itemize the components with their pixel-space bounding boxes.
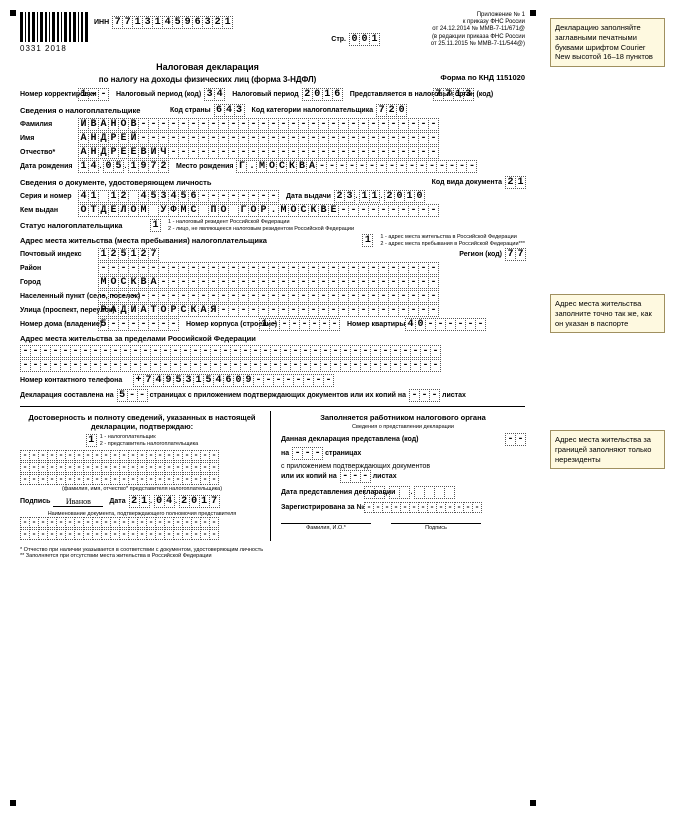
rep-doc-1: ---------------------- [20,517,218,528]
confirm-block: Достоверность и полноту сведений, указан… [20,411,271,541]
surname-label: Фамилия [20,121,75,128]
insp-presented: -- [505,433,525,446]
postcode-cells: 125127 [98,248,158,261]
bp-label: Место рождения [176,163,233,170]
insp-copies: --- [340,470,370,483]
tp-label: Налоговый период [232,91,299,98]
series-label: Серия и номер [20,193,75,200]
inn-label: ИНН [94,19,109,26]
footnotes: * Отчество при наличии указывается в соо… [20,547,525,559]
inn-cells: 771314596321 [112,16,232,29]
note-2: Адрес места жительства заполните точно т… [550,294,665,333]
foreign-addr-cells-2: ----------------------------------------… [20,359,440,372]
inspector-block: Заполняется работником налогового органа… [281,411,525,541]
insp-pages: --- [292,447,322,460]
house-cells: 5------- [98,318,178,331]
signature: Иванов [53,497,103,507]
flat-label: Номер квартиры [347,321,402,328]
foreign-addr-hdr: Адрес места жительства за пределами Росс… [20,334,525,343]
phone-cells: +74953154609-------- [133,374,333,387]
status-cells: 1 [150,219,160,232]
dob-cells: 14.05.1972 [78,160,168,173]
issuer-cells: ОТДЕЛОМУФМСПОГОР.МОСКВЕ---------- [78,204,438,217]
bp-cells: Г.МОСКВА---------------- [236,160,476,173]
page-label: Стр. [331,36,346,43]
category-cells: 720 [376,104,406,117]
taxpayer-hdr: Сведения о налогоплательщике [20,106,170,115]
form-code: Форма по КНД 1151020 [395,73,525,82]
insp-reg: ------------- [364,502,481,513]
page-cells: 001 [349,33,379,46]
rep-fio-3: ---------------------- [20,474,218,485]
rep-fio-2: ---------------------- [20,462,218,473]
korpus-cells: 1------- [259,318,339,331]
doc-hdr: Сведения о документе, удостоверяющем лич… [20,178,432,187]
barcode-text: 0331 2018 [20,44,88,53]
declon-label: Декларация составлена на [20,392,114,399]
country-cells: 643 [214,104,244,117]
subtitle: по налогу на доходы физических лиц (форм… [20,75,395,84]
addrtype-cells: 1 [362,234,372,247]
patr-cells: АНДРЕЕВИЧ--------------------------- [78,146,438,159]
dob-label: Дата рождения [20,163,75,170]
corr-label: Номер корректировки [20,91,75,98]
tpc-cells: 34 [204,88,224,101]
foreign-addr-cells-1: ----------------------------------------… [20,345,440,358]
note-1: Декларацию заполняйте заглавными печатны… [550,18,665,67]
series-cells: 4112453456-------- [78,190,278,203]
doctype-cells: 21 [505,176,525,189]
declon-cells2: --- [409,389,439,402]
tpc-label: Налоговый период (код) [116,91,201,98]
district-label: Район [20,265,95,272]
locality-cells: ---------------------------------- [98,290,438,303]
insp-date: .. [364,486,454,499]
city-label: Город [20,279,95,286]
declon-cells: 5-- [117,389,147,402]
addrtype-opts: 1 - адрес места жительства в Российской … [380,234,525,246]
region-label: Регион (код) [459,251,502,258]
declon-tail: листах [442,392,466,399]
declon-mid: страницах с приложением подтверждающих д… [150,392,406,399]
category-label: Код категории налогоплательщика [252,107,374,114]
title: Налоговая декларация [20,62,395,72]
street-cells: РАДИАТОРСКАЯ---------------------- [98,304,438,317]
status-opts: 1 - налоговый резидент Российской Федера… [168,219,354,231]
city-cells: МОСКВА---------------------------- [98,276,438,289]
house-label: Номер дома (владение) [20,321,95,328]
country-label: Код страны [170,107,211,114]
header-refs: Приложение № 1 к приказу ФНС России от 2… [385,12,525,48]
patr-label: Отчество* [20,149,75,156]
docdate-cells: 23.11.2010 [334,190,424,203]
postcode-label: Почтовый индекс [20,251,95,258]
region-cells: 77 [505,248,525,261]
surname-cells: ИВАНОВ------------------------------ [78,118,438,131]
corr-cells: 1-- [78,88,108,101]
rep-fio-1: ---------------------- [20,450,218,461]
name-cells: АНДРЕЙ------------------------------ [78,132,438,145]
sign-date: 21.04.2017 [129,495,219,508]
docdate-label: Дата выдачи [286,193,331,200]
doctype-label: Код вида документа [432,179,502,186]
rep-doc-2: ---------------------- [20,529,218,540]
street-label: Улица (проспект, переулок) [20,307,95,314]
status-label: Статус налогоплательщика [20,221,150,230]
name-label: Имя [20,135,75,142]
org-cells: 7713 [433,88,473,101]
issuer-label: Кем выдан [20,207,75,214]
district-cells: ---------------------------------- [98,262,438,275]
addr-hdr: Адрес места жительства (места пребывания… [20,236,362,245]
korpus-label: Номер корпуса (строение) [186,321,256,328]
org-label: Представляется в налоговый орган (код) [350,91,430,98]
confirm-val: 1 [86,434,96,447]
flat-cells: 40------ [405,318,485,331]
barcode: 0331 2018 [20,12,88,53]
locality-label: Населенный пункт (село, поселок) [20,293,95,300]
tp-cells: 2016 [302,88,342,101]
phone-label: Номер контактного телефона [20,377,130,384]
note-3: Адрес места жительства за границей запол… [550,430,665,469]
